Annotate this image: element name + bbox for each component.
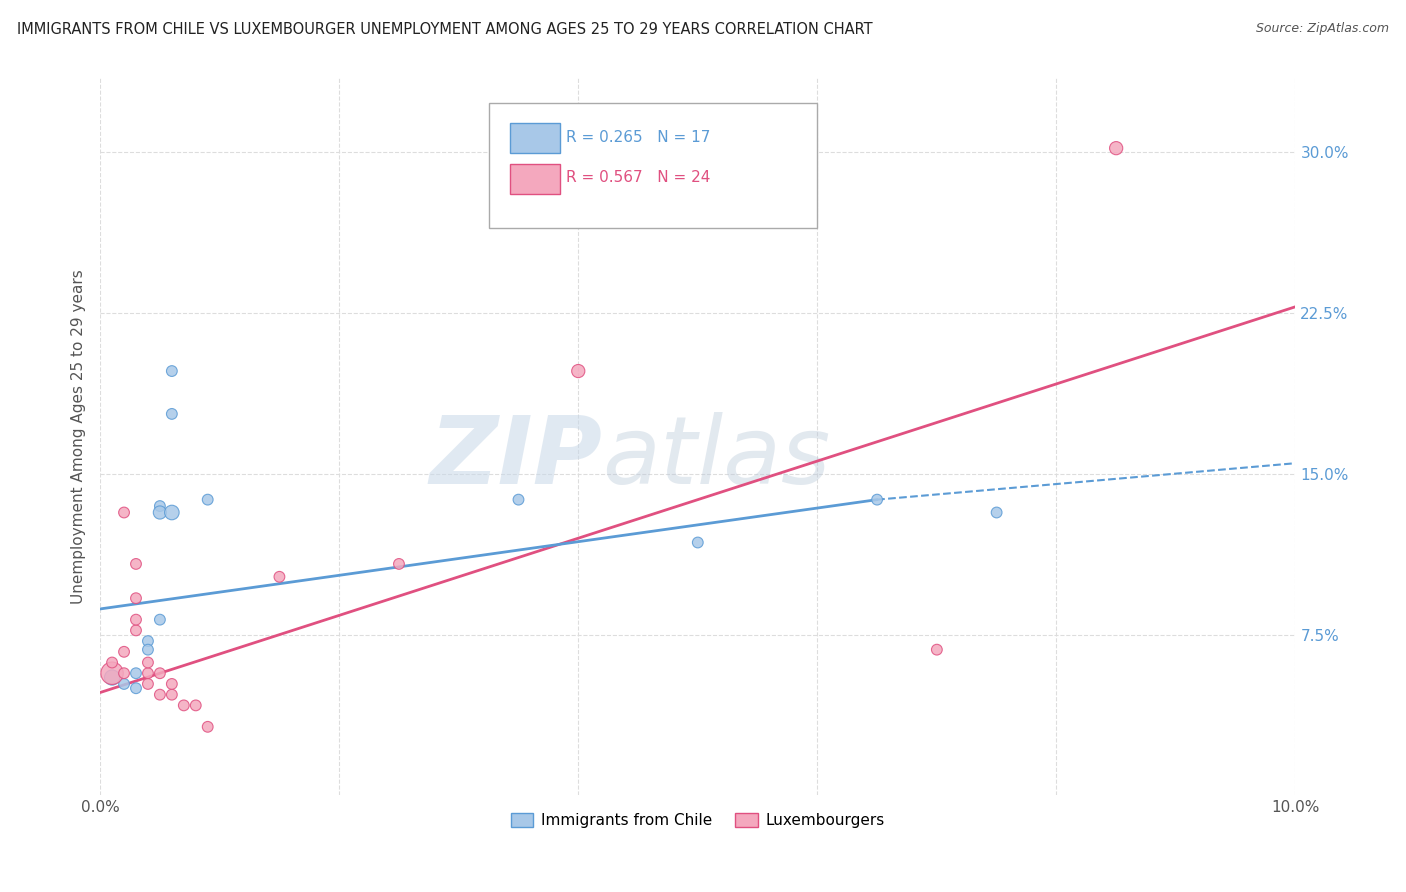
Text: ZIP: ZIP [429, 412, 602, 504]
Point [112, 506, 135, 520]
Point [866, 492, 889, 507]
Point [567, 364, 589, 378]
Point [149, 613, 172, 627]
Text: Source: ZipAtlas.com: Source: ZipAtlas.com [1256, 22, 1389, 36]
Text: R = 0.265   N = 17: R = 0.265 N = 17 [567, 129, 710, 145]
FancyBboxPatch shape [510, 123, 561, 153]
Point [686, 535, 709, 549]
Legend: Immigrants from Chile, Luxembourgers: Immigrants from Chile, Luxembourgers [505, 807, 891, 834]
Point [173, 698, 195, 713]
Point [269, 570, 291, 584]
Point [1105, 141, 1128, 155]
Point [125, 613, 148, 627]
Point [508, 492, 530, 507]
Point [125, 557, 148, 571]
Point [160, 677, 183, 691]
Point [986, 506, 1008, 520]
Point [125, 681, 148, 696]
Point [136, 666, 159, 681]
Point [925, 642, 948, 657]
Y-axis label: Unemployment Among Ages 25 to 29 years: Unemployment Among Ages 25 to 29 years [72, 269, 86, 604]
Point [125, 591, 148, 606]
Point [149, 506, 172, 520]
Point [149, 666, 172, 681]
Point [101, 666, 124, 681]
FancyBboxPatch shape [510, 163, 561, 194]
Point [160, 688, 183, 702]
Point [136, 634, 159, 648]
Point [184, 698, 207, 713]
Text: R = 0.567   N = 24: R = 0.567 N = 24 [567, 170, 710, 186]
Point [101, 656, 124, 670]
Text: IMMIGRANTS FROM CHILE VS LUXEMBOURGER UNEMPLOYMENT AMONG AGES 25 TO 29 YEARS COR: IMMIGRANTS FROM CHILE VS LUXEMBOURGER UN… [17, 22, 873, 37]
Point [112, 645, 135, 659]
Point [149, 688, 172, 702]
Point [136, 642, 159, 657]
Point [136, 677, 159, 691]
FancyBboxPatch shape [489, 103, 817, 228]
Point [112, 666, 135, 681]
Point [160, 407, 183, 421]
Point [160, 364, 183, 378]
Point [388, 557, 411, 571]
Text: atlas: atlas [602, 412, 831, 503]
Point [136, 656, 159, 670]
Point [101, 671, 124, 685]
Point [160, 506, 183, 520]
Point [197, 720, 219, 734]
Point [197, 492, 219, 507]
Point [125, 666, 148, 681]
Point [112, 677, 135, 691]
Point [149, 499, 172, 513]
Point [125, 624, 148, 638]
